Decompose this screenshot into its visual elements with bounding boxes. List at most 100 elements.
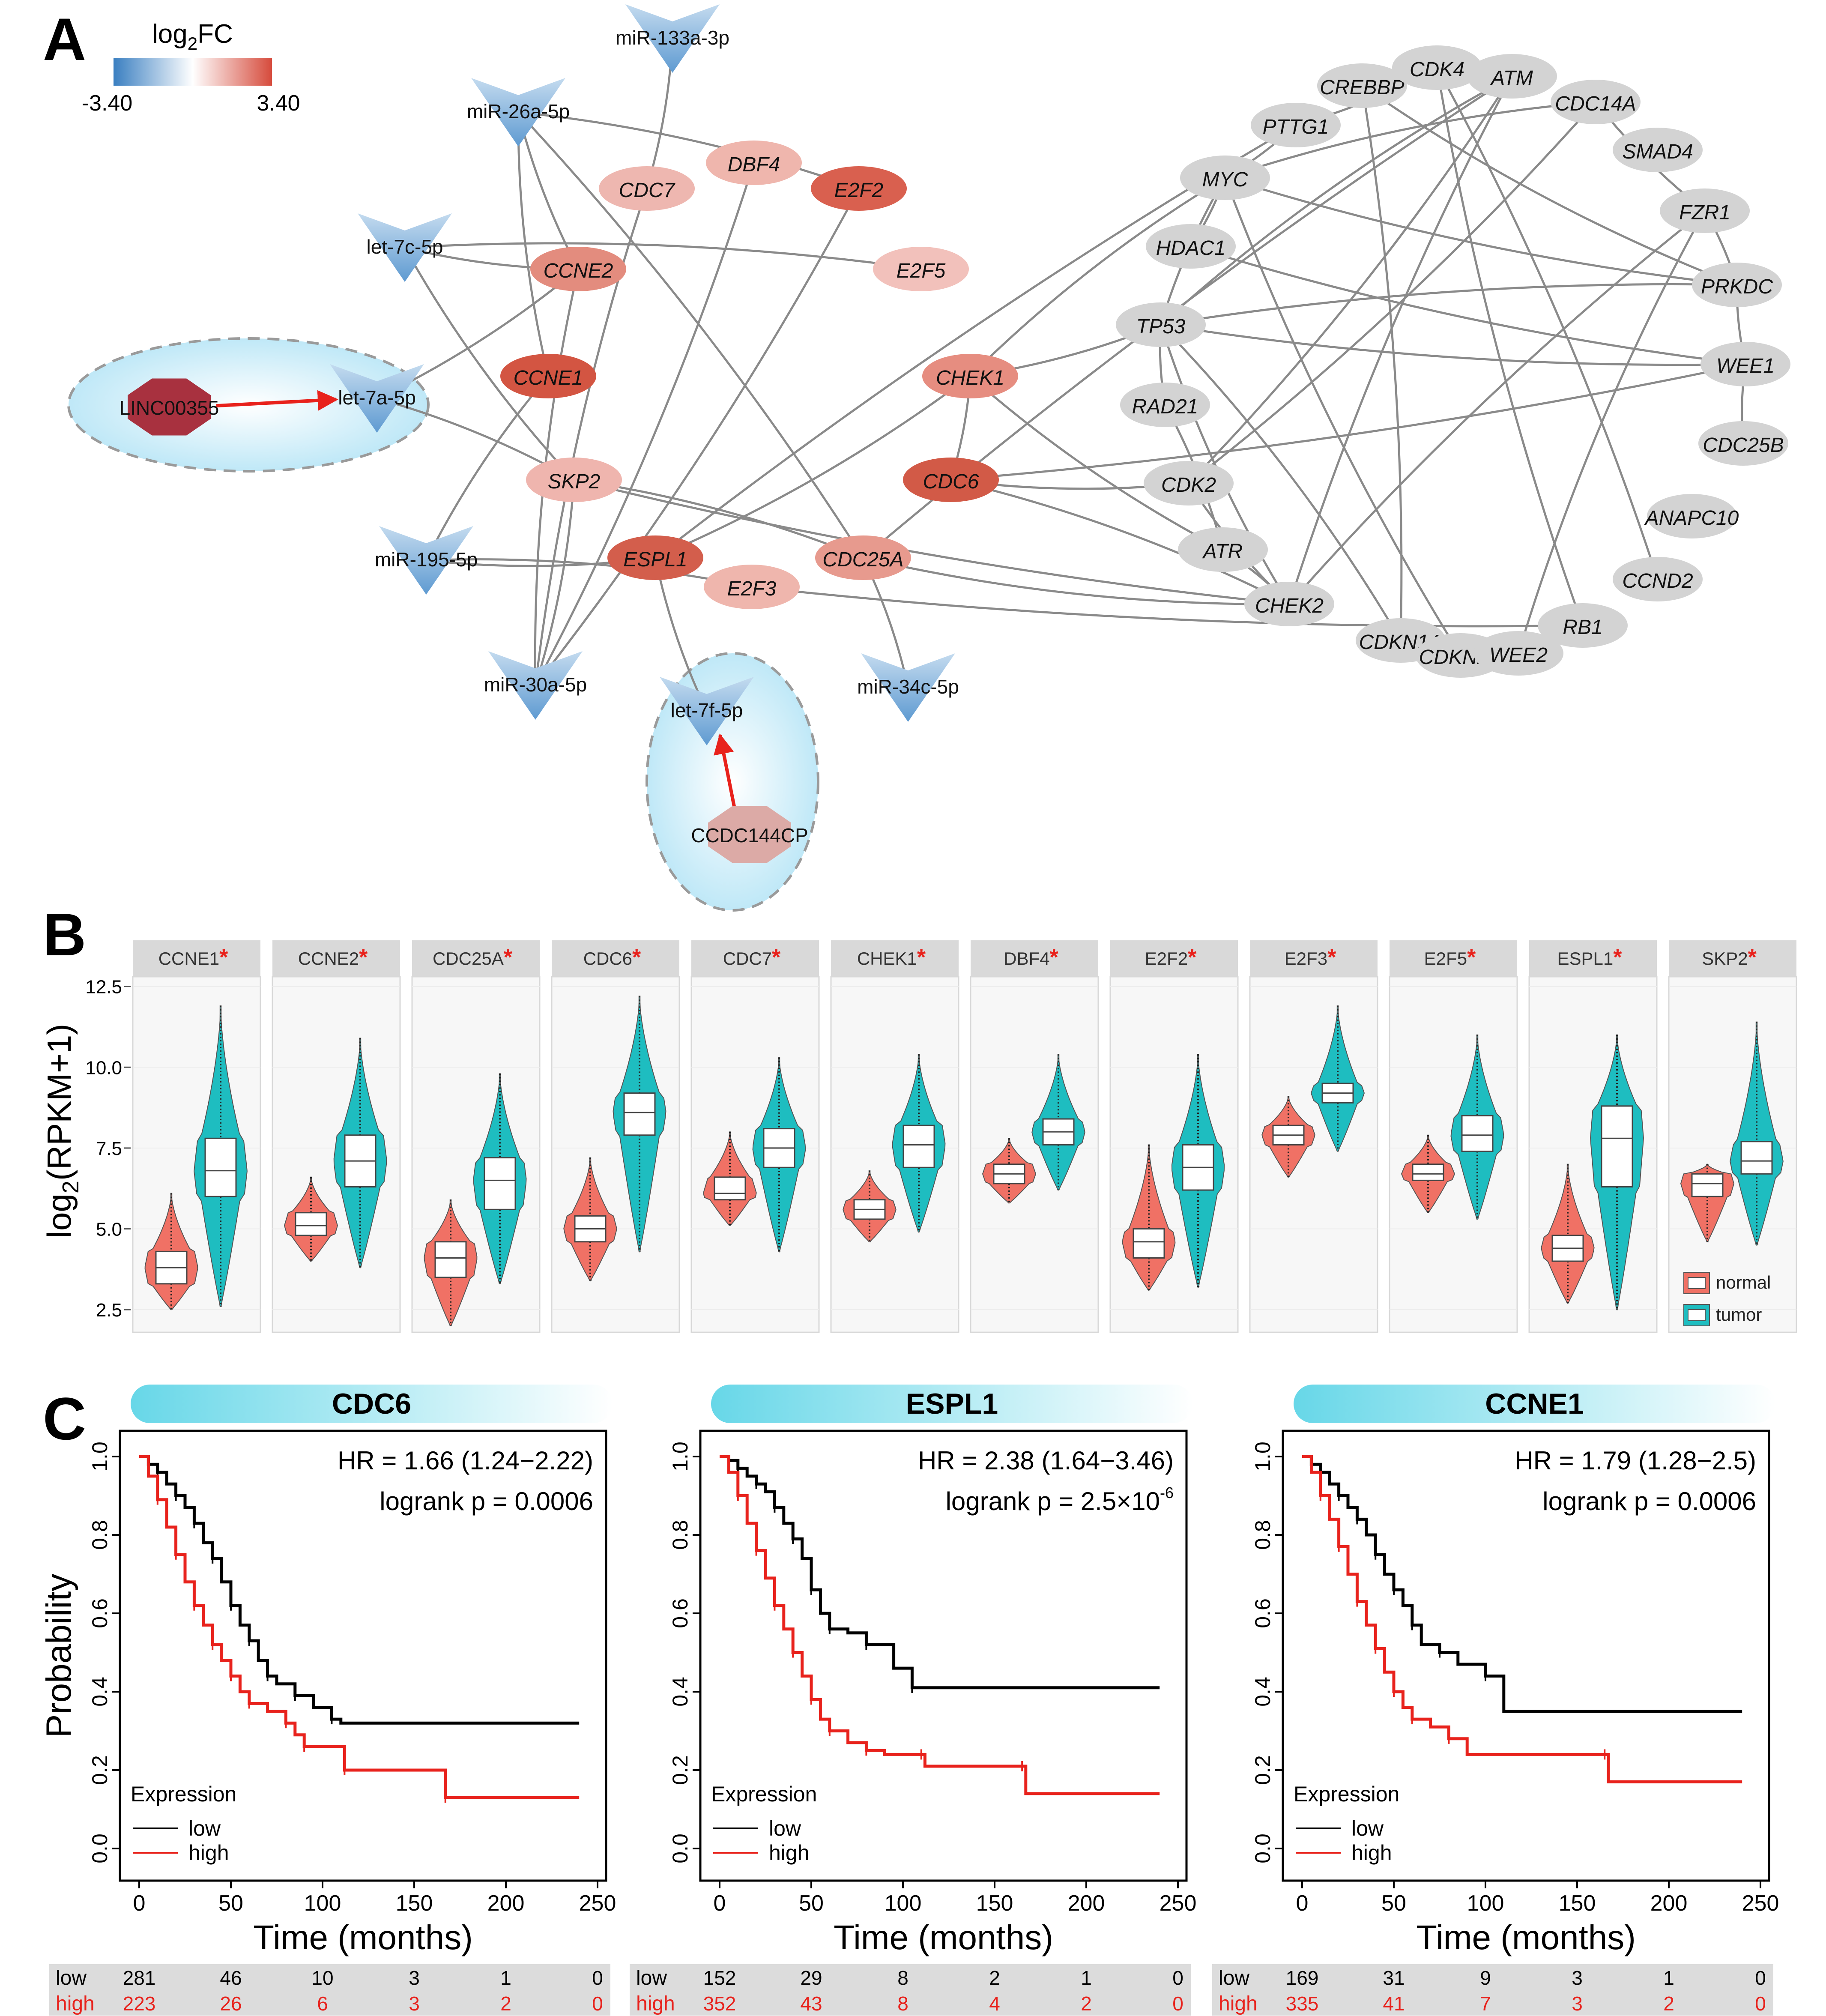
node-e2f5[interactable]: E2F5 bbox=[873, 247, 969, 291]
node-cdc7[interactable]: CDC7 bbox=[599, 166, 695, 211]
node-espl1[interactable]: ESPL1 bbox=[607, 535, 703, 580]
node-dbf4[interactable]: DBF4 bbox=[706, 141, 802, 185]
node-shape bbox=[599, 166, 695, 211]
edge-crebbp-cdkn1a bbox=[1361, 85, 1403, 641]
node-tp53[interactable]: TP53 bbox=[1116, 302, 1206, 347]
node-hdac1[interactable]: HDAC1 bbox=[1146, 224, 1236, 269]
risk-low-count: 8 bbox=[897, 1967, 909, 1989]
risk-low-count: 152 bbox=[703, 1967, 736, 1989]
km-ytick: 0.8 bbox=[668, 1520, 692, 1550]
node-label: miR-30a-5p bbox=[484, 673, 587, 696]
node-mir-34c-5p[interactable]: miR-34c-5p bbox=[857, 653, 959, 722]
node-e2f2[interactable]: E2F2 bbox=[811, 166, 907, 211]
node-crebbp[interactable]: CREBBP bbox=[1317, 63, 1407, 108]
node-cdc14a[interactable]: CDC14A bbox=[1551, 80, 1641, 124]
arrow-linc00355-to-let-7a-5p bbox=[216, 390, 338, 411]
node-shape bbox=[488, 651, 583, 720]
node-chek1[interactable]: CHEK1 bbox=[922, 354, 1018, 398]
node-wee1[interactable]: WEE1 bbox=[1700, 342, 1790, 386]
node-mir-133a-3p[interactable]: miR-133a-3p bbox=[616, 4, 729, 73]
node-cdc25b[interactable]: CDC25B bbox=[1698, 421, 1788, 466]
risk-low-count: 29 bbox=[800, 1967, 822, 1989]
facet-plot-area bbox=[970, 976, 1099, 1333]
arrow-ccdc144cp-to-let-7f-5p bbox=[714, 733, 736, 807]
violin-box bbox=[623, 1092, 656, 1136]
node-cdk2[interactable]: CDK2 bbox=[1144, 461, 1234, 505]
node-linc00355[interactable]: LINC00355 bbox=[120, 378, 219, 436]
km-plot-espl1: ESPL1 HR = 2.38 (1.64−3.46) logrank p = 2.… bbox=[630, 1385, 1196, 2016]
node-let-7c-5p[interactable]: let-7c-5p bbox=[358, 213, 452, 282]
node-atr[interactable]: ATR bbox=[1178, 527, 1268, 572]
km-xlabel: Time (months) bbox=[834, 1918, 1053, 1956]
risk-high-count: 2 bbox=[1663, 1992, 1674, 2015]
node-shape bbox=[1178, 527, 1268, 572]
node-label: E2F5 bbox=[897, 260, 946, 282]
node-pttg1[interactable]: PTTG1 bbox=[1251, 103, 1341, 147]
km-curve-low bbox=[720, 1455, 1160, 1690]
node-cdc6[interactable]: CDC6 bbox=[903, 458, 999, 502]
node-smad4[interactable]: SMAD4 bbox=[1613, 128, 1703, 172]
node-rb1[interactable]: RB1 bbox=[1538, 603, 1628, 648]
node-ccne1[interactable]: CCNE1 bbox=[500, 354, 596, 398]
node-ccdc144cp[interactable]: CCDC144CP bbox=[691, 806, 808, 863]
violin-ytick: 5.0 bbox=[96, 1219, 122, 1240]
node-shape bbox=[660, 677, 754, 745]
node-mir-26a-5p[interactable]: miR-26a-5p bbox=[467, 78, 570, 147]
km-title: CCNE1 bbox=[1485, 1388, 1584, 1420]
node-shape bbox=[1251, 103, 1341, 147]
violin-box bbox=[204, 1137, 237, 1197]
node-ccne2[interactable]: CCNE2 bbox=[530, 247, 626, 291]
node-ccnd2[interactable]: CCND2 bbox=[1613, 557, 1703, 601]
risk-low-count: 1 bbox=[1663, 1967, 1674, 1989]
risk-high-count: 8 bbox=[897, 1992, 909, 2015]
node-atm[interactable]: ATM bbox=[1467, 54, 1557, 99]
facet-label: E2F2* bbox=[1145, 945, 1197, 970]
node-cdc25a[interactable]: CDC25A bbox=[815, 535, 911, 580]
violin-tumor-ccne1 bbox=[194, 1005, 248, 1307]
violin-tumor-ccne2 bbox=[333, 1038, 387, 1268]
edge-tp53-wee1 bbox=[1160, 323, 1746, 366]
km-legend-high: high bbox=[188, 1841, 229, 1865]
node-fzr1[interactable]: FZR1 bbox=[1660, 188, 1750, 233]
risk-low-count: 1 bbox=[500, 1967, 511, 1989]
node-let-7a-5p[interactable]: let-7a-5p bbox=[330, 364, 424, 433]
node-label: PTTG1 bbox=[1263, 116, 1329, 138]
risk-low-count: 9 bbox=[1480, 1967, 1491, 1989]
violin-normal-e2f5 bbox=[1401, 1134, 1455, 1213]
violin-facet-ccne2: CCNE2* bbox=[272, 940, 401, 1333]
facet-strip bbox=[1250, 940, 1378, 977]
violin-ytick: 10.0 bbox=[85, 1057, 122, 1078]
node-cdk4[interactable]: CDK4 bbox=[1392, 45, 1482, 90]
log2fc-legend: log2FC -3.40 3.40 bbox=[82, 19, 300, 116]
risk-table-bg bbox=[1212, 1964, 1773, 2016]
node-mir-195-5p[interactable]: miR-195-5p bbox=[375, 526, 478, 595]
node-let-7f-5p[interactable]: let-7f-5p bbox=[660, 677, 754, 745]
edge-chek1-atr bbox=[969, 375, 1224, 551]
node-rad21[interactable]: RAD21 bbox=[1120, 383, 1210, 427]
node-shape bbox=[1120, 383, 1210, 427]
violin-facet-e2f5: E2F5* bbox=[1389, 940, 1518, 1333]
node-mir-30a-5p[interactable]: miR-30a-5p bbox=[484, 651, 587, 720]
node-prkdc[interactable]: PRKDC bbox=[1692, 263, 1782, 307]
node-wee2[interactable]: WEE2 bbox=[1473, 631, 1563, 676]
risk-row-label-high: high bbox=[1219, 1992, 1258, 2015]
violin-normal-ccne1 bbox=[144, 1193, 198, 1310]
node-skp2[interactable]: SKP2 bbox=[526, 458, 622, 502]
edge-atm-chek2 bbox=[1288, 75, 1513, 604]
legend-title: log2FC bbox=[152, 19, 233, 54]
facet-label: ESPL1* bbox=[1557, 945, 1622, 970]
node-e2f3[interactable]: E2F3 bbox=[704, 565, 800, 609]
violin-normal-dbf4 bbox=[982, 1138, 1037, 1204]
node-shape bbox=[1700, 342, 1790, 386]
node-shape bbox=[1613, 128, 1703, 172]
km-ytick: 0.6 bbox=[668, 1598, 692, 1628]
risk-low-count: 3 bbox=[1572, 1967, 1583, 1989]
violin-facet-e2f2: E2F2* bbox=[1109, 940, 1239, 1333]
node-myc[interactable]: MYC bbox=[1180, 156, 1270, 200]
node-label: LINC00355 bbox=[120, 397, 219, 419]
risk-high-count: 3 bbox=[409, 1992, 420, 2015]
risk-row-label-low: low bbox=[636, 1967, 667, 1989]
node-anapc10[interactable]: ANAPC10 bbox=[1644, 494, 1739, 538]
km-ytick: 1.0 bbox=[1251, 1442, 1275, 1472]
node-chek2[interactable]: CHEK2 bbox=[1244, 582, 1334, 626]
